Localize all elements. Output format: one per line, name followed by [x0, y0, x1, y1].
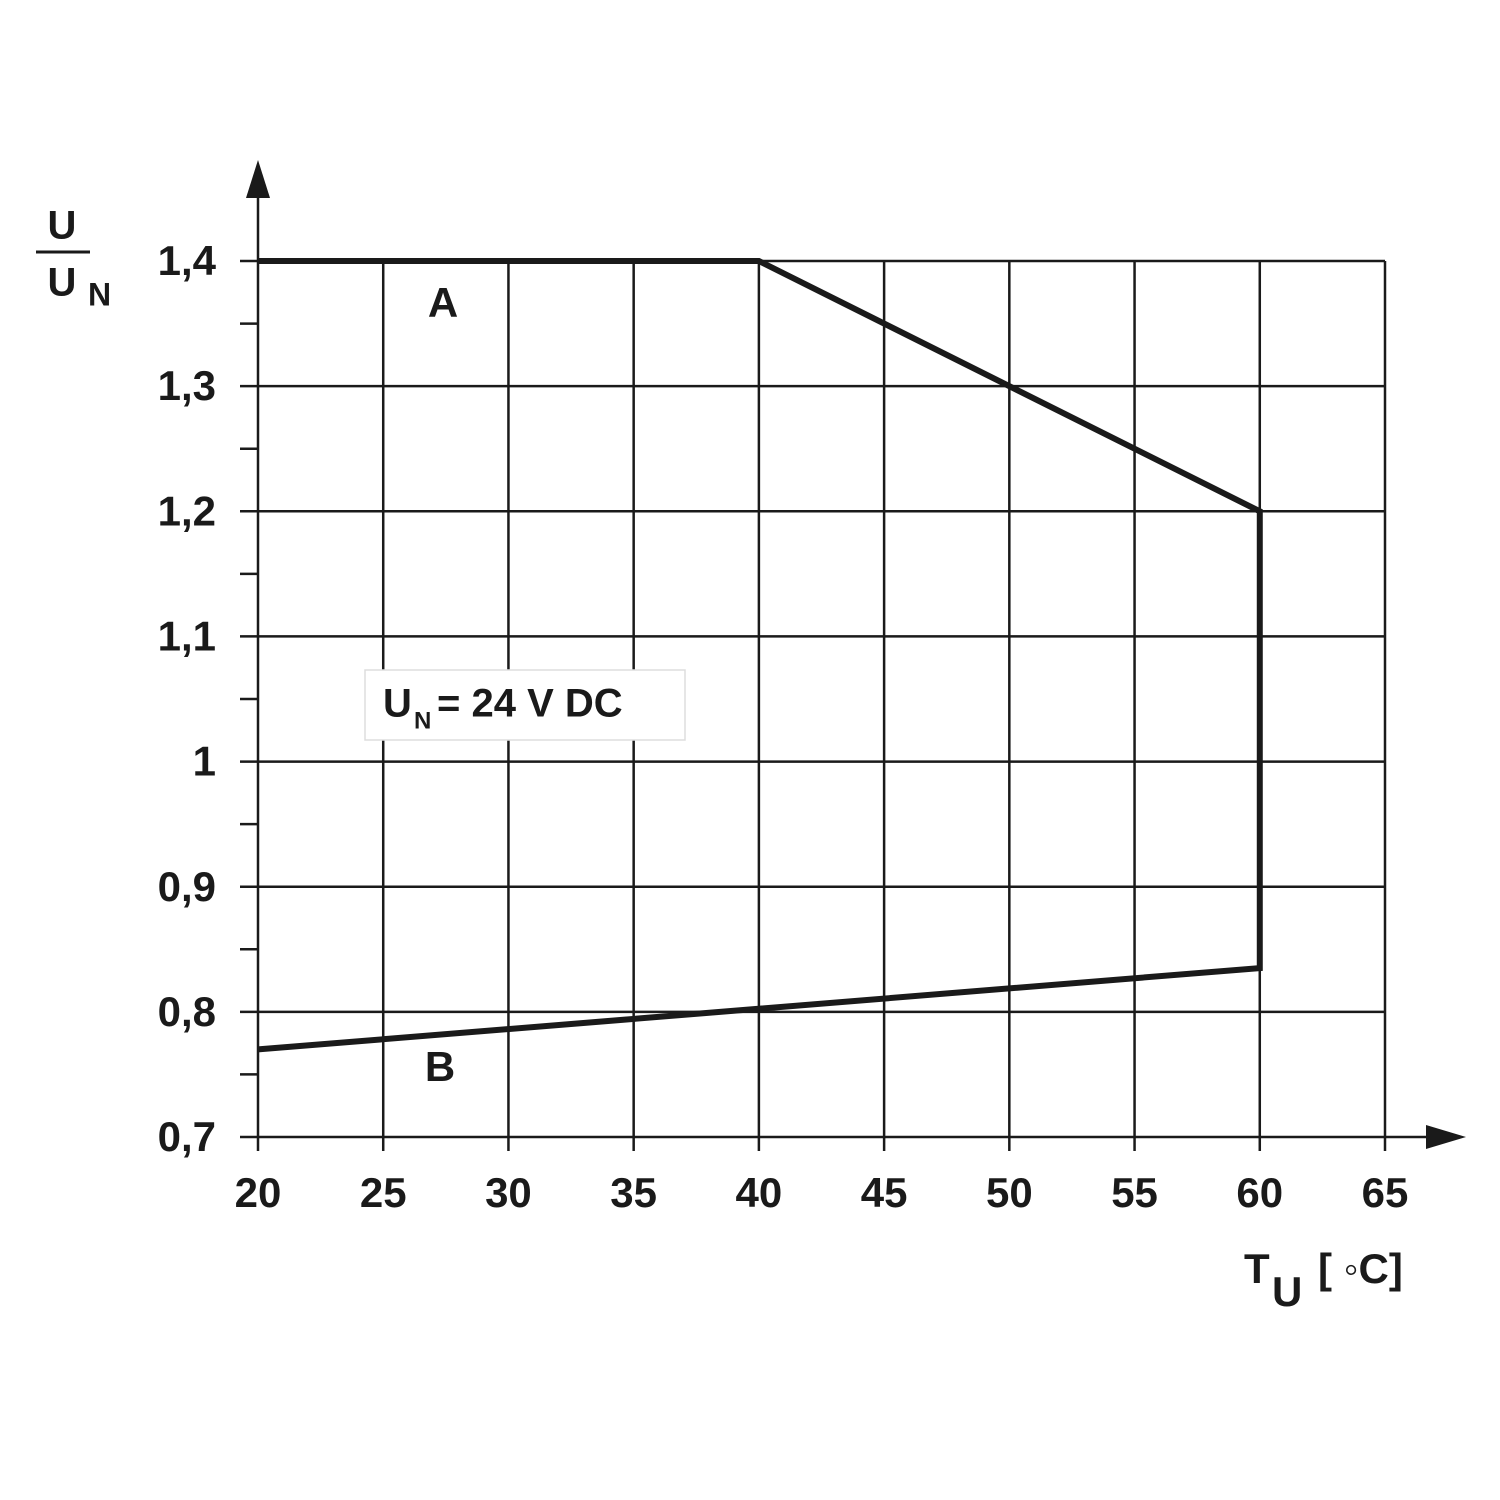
x-tick-label: 65 — [1362, 1169, 1409, 1216]
data-line — [257, 258, 1263, 1053]
y-tick-label: 0,8 — [158, 988, 216, 1035]
x-tick-label: 55 — [1111, 1169, 1158, 1216]
note-text: U — [383, 682, 412, 726]
y-tick-label: 1,1 — [158, 613, 216, 660]
y-label-subscript: N — [88, 276, 111, 312]
y-axis-arrow — [246, 160, 270, 198]
x-label: T — [1244, 1245, 1270, 1292]
x-label-subscript: U — [1272, 1268, 1302, 1315]
x-tick-label: 30 — [485, 1169, 532, 1216]
y-tick-label: 1 — [193, 738, 216, 785]
y-tick-label: 1,4 — [158, 237, 217, 284]
x-tick-label: 60 — [1236, 1169, 1283, 1216]
y-tick-label: 0,9 — [158, 863, 216, 910]
x-tick-label: 25 — [360, 1169, 407, 1216]
y-label-numerator: U — [48, 204, 77, 248]
x-tick-label: 50 — [986, 1169, 1033, 1216]
annotation: B — [425, 1043, 455, 1090]
note-suffix: = 24 V DC — [437, 682, 623, 726]
y-label-denominator: U — [48, 261, 77, 305]
x-tick-label: 20 — [235, 1169, 282, 1216]
y-tick-label: 0,7 — [158, 1113, 216, 1160]
x-tick-label: 35 — [610, 1169, 657, 1216]
note-box — [364, 669, 686, 741]
annotation: A — [428, 279, 458, 326]
plot-area: 0,7 0,8 0,9 1 1,1 1,2 1,3 1,4 20 25 30 35 40 45 50 55 60… — [158, 237, 1409, 1216]
y-tick-label: 1,3 — [158, 362, 216, 409]
note-subscript: N — [414, 707, 431, 734]
x-tick-label: 45 — [861, 1169, 908, 1216]
x-label-unit: [ ◦C] — [1318, 1245, 1403, 1292]
x-tick-label: 40 — [736, 1169, 783, 1216]
x-axis-arrow — [1426, 1125, 1466, 1149]
y-tick-label: 1,2 — [158, 487, 216, 534]
